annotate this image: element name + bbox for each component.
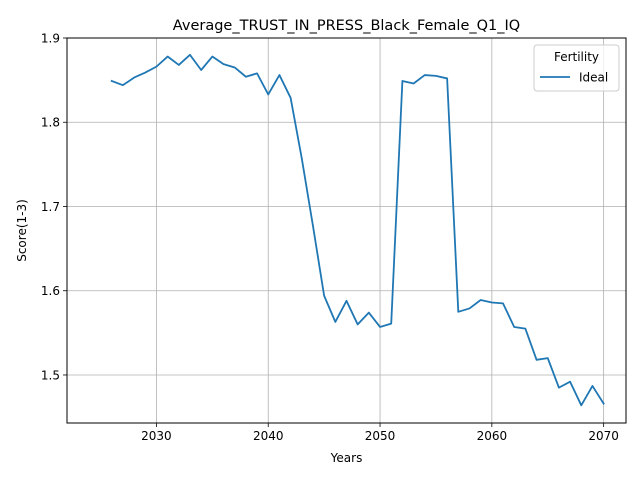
y-tick-label: 1.5 bbox=[41, 368, 60, 382]
x-tick-label: 2040 bbox=[253, 429, 284, 443]
plot-frame bbox=[66, 37, 627, 424]
y-axis-label: Score(1-3) bbox=[15, 199, 29, 262]
legend-box bbox=[533, 44, 620, 92]
y-tick-label: 1.8 bbox=[41, 116, 60, 130]
x-axis-label: Years bbox=[330, 451, 363, 465]
legend-label-ideal: Ideal bbox=[579, 71, 608, 85]
series-line-ideal bbox=[110, 53, 605, 407]
x-tick-label: 2070 bbox=[588, 429, 619, 443]
axis-ticks: 2030 2040 2050 2060 2070 1.5 1.6 1.7 1.8 1.9 bbox=[41, 32, 619, 444]
series-layer bbox=[110, 53, 605, 407]
x-tick-label: 2060 bbox=[477, 429, 508, 443]
y-tick-label: 1.9 bbox=[41, 32, 60, 46]
y-tick-label: 1.7 bbox=[41, 200, 60, 214]
x-tick-label: 2030 bbox=[141, 429, 172, 443]
x-tick-label: 2050 bbox=[365, 429, 396, 443]
y-tick-label: 1.6 bbox=[41, 284, 60, 298]
legend: Fertility Ideal bbox=[533, 44, 620, 92]
legend-title: Fertility bbox=[554, 50, 599, 64]
chart-title: Average_TRUST_IN_PRESS_Black_Female_Q1_I… bbox=[173, 18, 520, 34]
